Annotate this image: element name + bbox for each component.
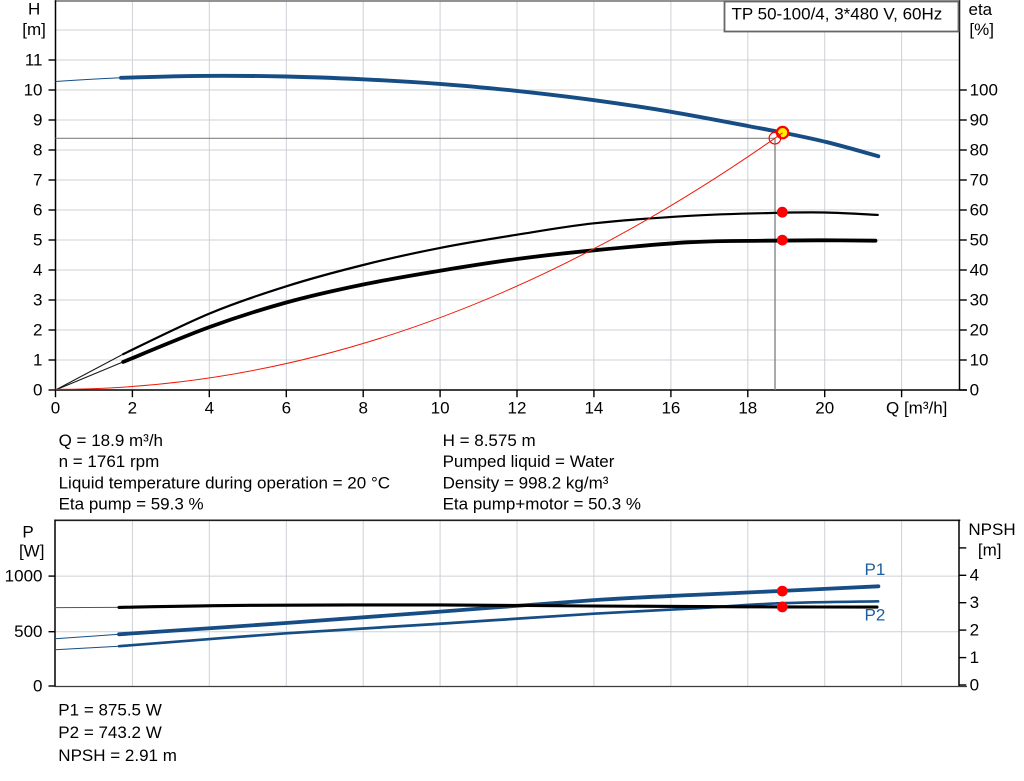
svg-text:18: 18: [738, 399, 757, 418]
svg-text:NPSH = 2.91 m: NPSH = 2.91 m: [58, 746, 177, 765]
svg-text:0: 0: [33, 676, 42, 695]
svg-text:90: 90: [970, 110, 989, 129]
svg-text:100: 100: [970, 80, 998, 99]
svg-text:16: 16: [661, 399, 680, 418]
svg-text:14: 14: [584, 399, 603, 418]
svg-text:3: 3: [970, 593, 979, 612]
svg-text:40: 40: [970, 260, 989, 279]
svg-text:n = 1761 rpm: n = 1761 rpm: [59, 452, 160, 471]
svg-text:2: 2: [33, 320, 42, 339]
svg-text:[W]: [W]: [19, 541, 45, 560]
svg-text:P: P: [22, 522, 33, 541]
svg-text:60: 60: [970, 200, 989, 219]
svg-text:Liquid temperature during oper: Liquid temperature during operation = 20…: [59, 473, 390, 492]
svg-text:50: 50: [970, 230, 989, 249]
svg-text:P1: P1: [865, 560, 886, 579]
svg-text:Eta pump = 59.3 %: Eta pump = 59.3 %: [59, 495, 204, 514]
svg-text:4: 4: [205, 399, 214, 418]
svg-text:80: 80: [970, 140, 989, 159]
svg-text:2: 2: [970, 620, 979, 639]
svg-text:20: 20: [970, 320, 989, 339]
svg-text:Eta pump+motor = 50.3 %: Eta pump+motor = 50.3 %: [443, 495, 641, 514]
svg-text:H: H: [28, 0, 40, 19]
svg-text:P1 = 875.5 W: P1 = 875.5 W: [58, 700, 161, 719]
svg-text:70: 70: [970, 170, 989, 189]
svg-text:9: 9: [33, 110, 42, 129]
svg-text:1: 1: [970, 648, 979, 667]
svg-text:Pumped liquid = Water: Pumped liquid = Water: [443, 452, 615, 471]
svg-text:Q = 18.9 m³/h: Q = 18.9 m³/h: [59, 431, 163, 450]
svg-text:20: 20: [815, 399, 834, 418]
svg-text:[%]: [%]: [969, 20, 994, 39]
svg-text:Density = 998.2 kg/m³: Density = 998.2 kg/m³: [443, 473, 609, 492]
svg-text:0: 0: [970, 380, 979, 399]
svg-text:6: 6: [282, 399, 291, 418]
svg-text:TP 50-100/4, 3*480 V, 60Hz: TP 50-100/4, 3*480 V, 60Hz: [732, 4, 943, 23]
svg-text:P2 = 743.2 W: P2 = 743.2 W: [58, 723, 161, 742]
svg-text:[m]: [m]: [978, 541, 1002, 560]
svg-text:H = 8.575 m: H = 8.575 m: [443, 431, 536, 450]
svg-text:5: 5: [33, 230, 42, 249]
svg-text:eta: eta: [969, 0, 993, 19]
svg-text:Q [m³/h]: Q [m³/h]: [886, 399, 947, 418]
svg-text:0: 0: [970, 675, 979, 694]
svg-text:1000: 1000: [5, 566, 43, 585]
svg-text:10: 10: [24, 80, 43, 99]
svg-text:7: 7: [33, 170, 42, 189]
svg-text:10: 10: [431, 399, 450, 418]
svg-text:11: 11: [25, 50, 43, 69]
svg-text:30: 30: [970, 290, 989, 309]
svg-text:10: 10: [970, 350, 989, 369]
svg-text:2: 2: [128, 399, 137, 418]
svg-text:P2: P2: [865, 606, 886, 625]
svg-text:6: 6: [33, 200, 42, 219]
svg-text:8: 8: [33, 140, 42, 159]
svg-text:4: 4: [970, 566, 979, 585]
svg-text:3: 3: [33, 290, 42, 309]
svg-text:12: 12: [508, 399, 527, 418]
svg-text:8: 8: [358, 399, 367, 418]
svg-text:NPSH: NPSH: [968, 520, 1015, 539]
svg-text:0: 0: [33, 380, 42, 399]
svg-text:500: 500: [14, 622, 42, 641]
svg-text:4: 4: [33, 260, 42, 279]
svg-text:[m]: [m]: [22, 20, 46, 39]
svg-text:0: 0: [51, 399, 60, 418]
svg-text:1: 1: [33, 350, 42, 369]
